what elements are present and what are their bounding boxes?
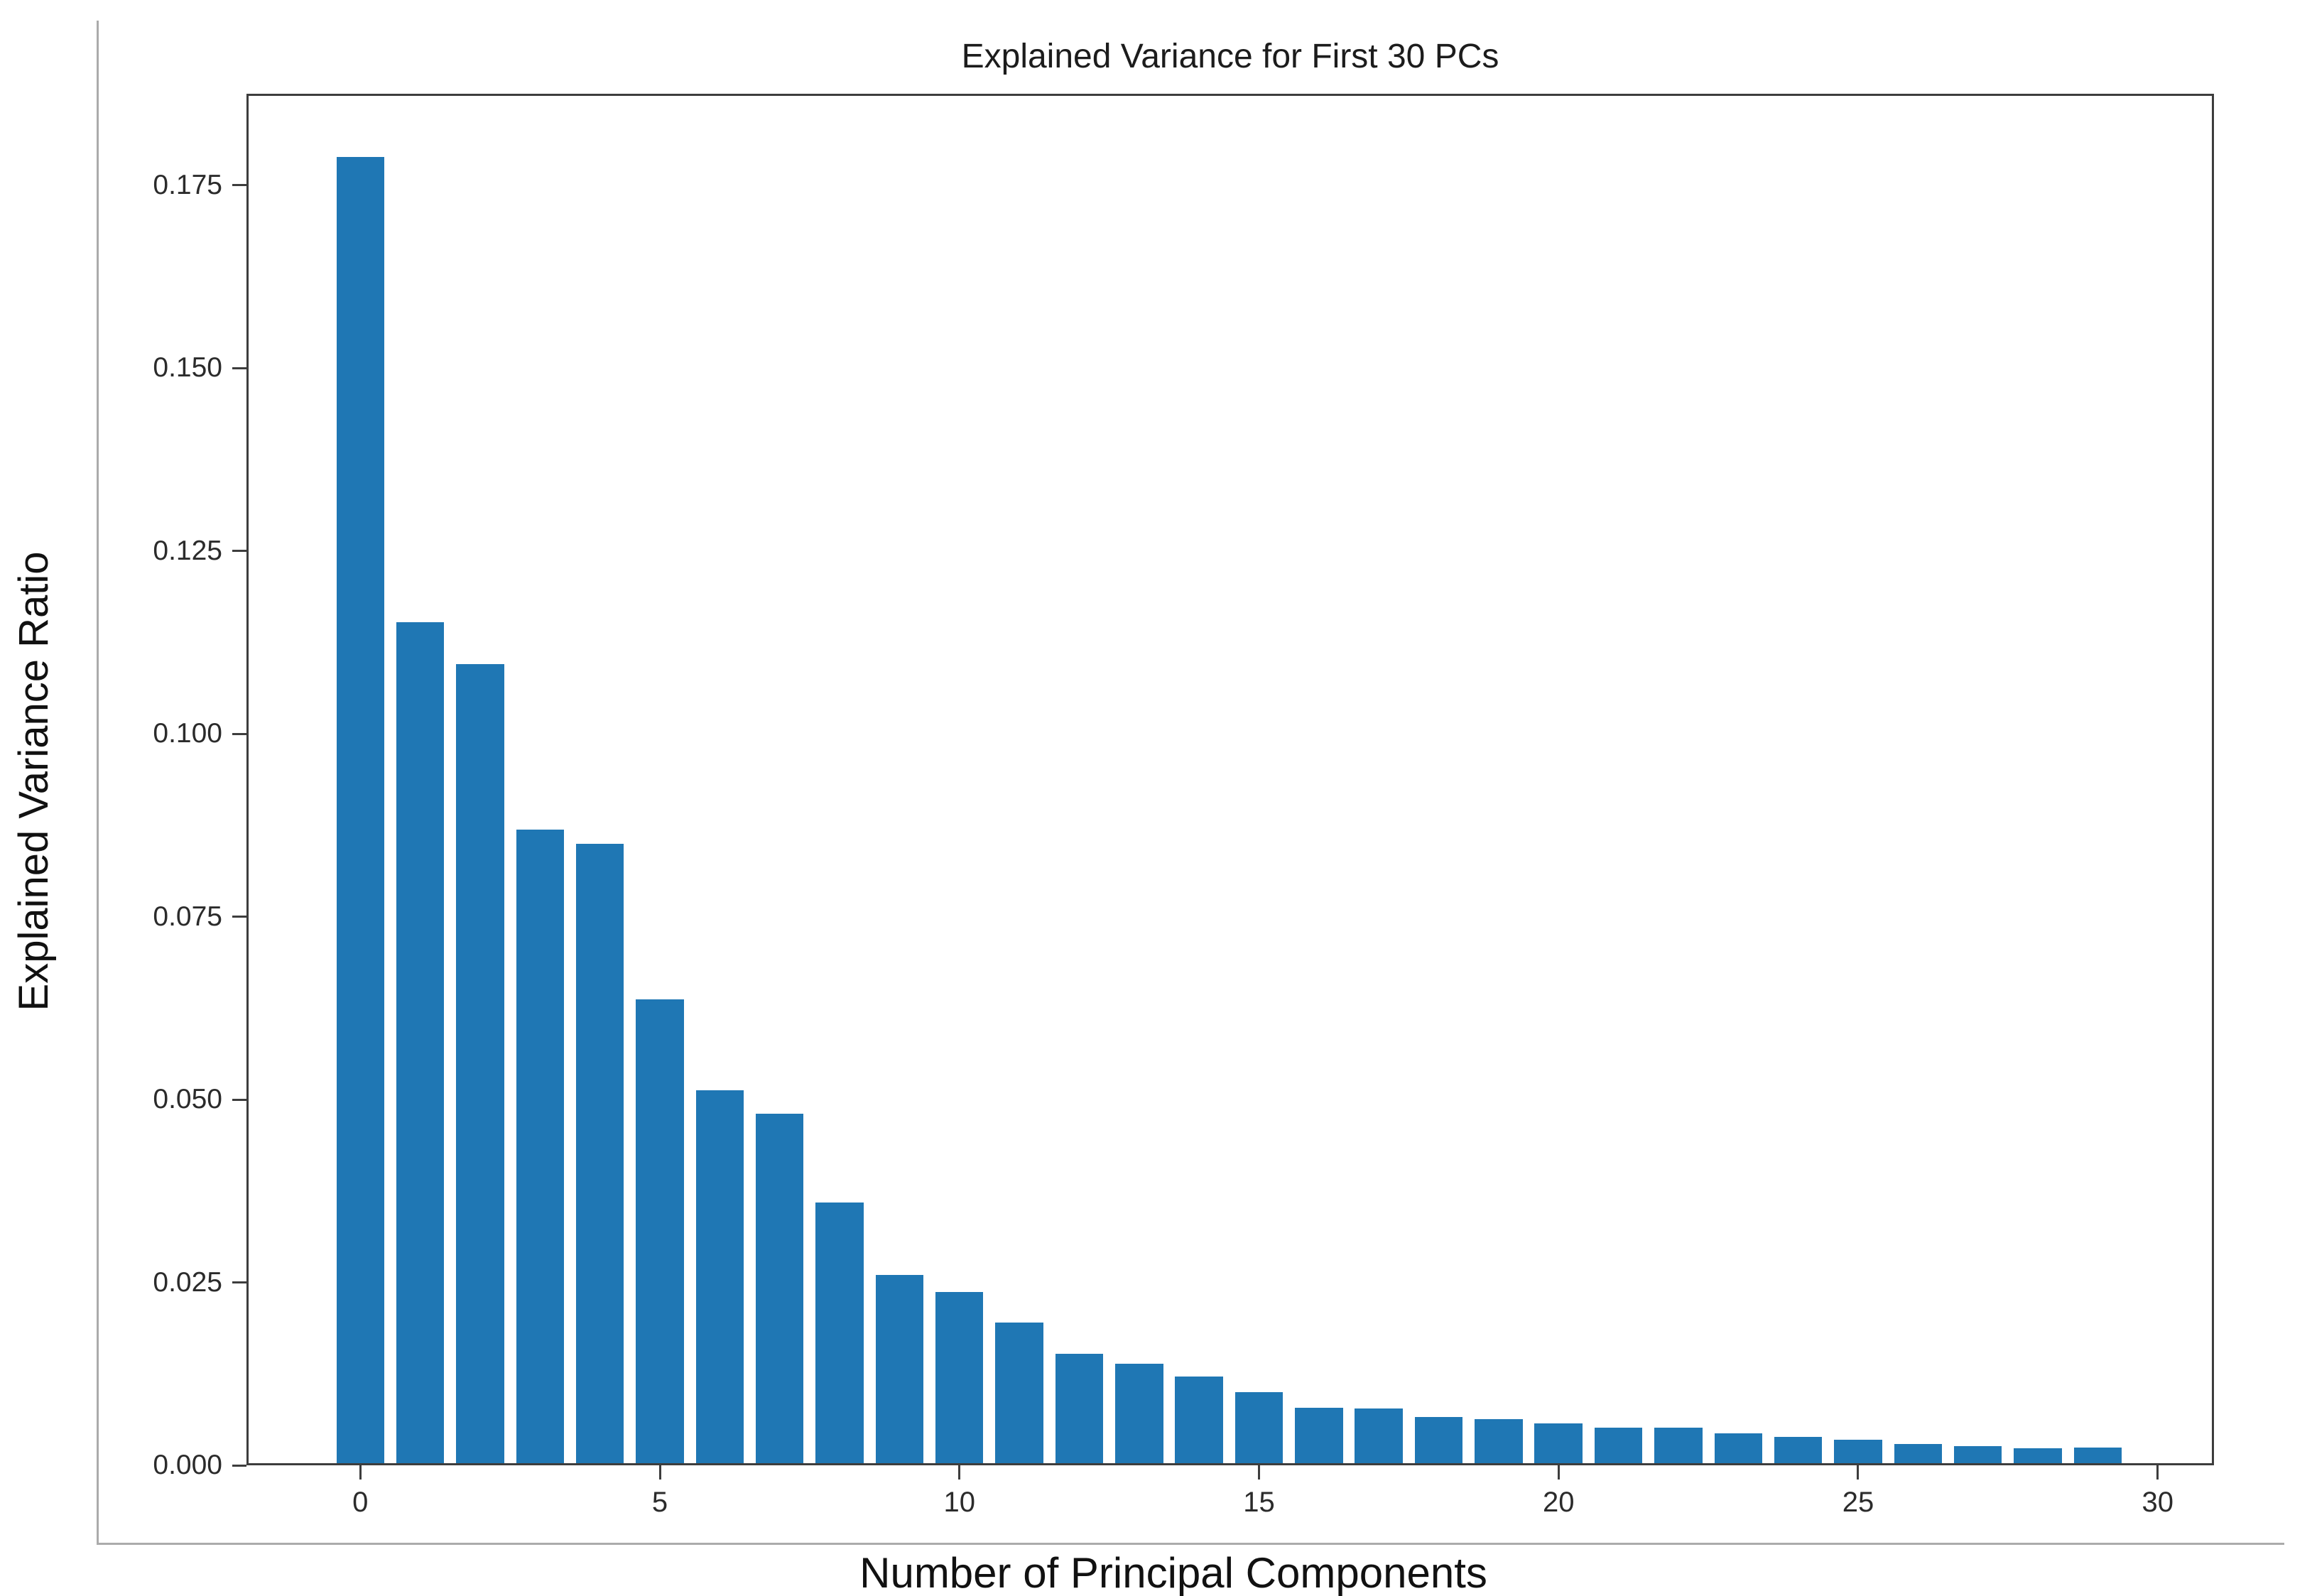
y-tick-mark-0.175 [232, 184, 246, 187]
x-tick-mark-5 [658, 1465, 661, 1480]
x-tick-mark-10 [958, 1465, 961, 1480]
x-tick-mark-0 [359, 1465, 362, 1480]
x-tick-label-25: 25 [1842, 1487, 1874, 1518]
bar-pc-26 [1894, 1444, 1943, 1463]
y-tick-label-0.100: 0.100 [153, 718, 222, 749]
bar-pc-21 [1594, 1428, 1643, 1463]
x-tick-label-30: 30 [2142, 1487, 2173, 1518]
y-tick-label-0.050: 0.050 [153, 1084, 222, 1115]
bar-pc-1 [396, 621, 445, 1463]
bar-pc-3 [516, 830, 565, 1463]
x-tick-label-0: 0 [352, 1487, 369, 1518]
bar-pc-7 [755, 1113, 804, 1463]
y-tick-mark-0.150 [232, 367, 246, 369]
bar-pc-28 [2014, 1448, 2062, 1463]
bar-pc-14 [1175, 1377, 1223, 1463]
x-axis-label: Number of Principal Components [859, 1549, 1487, 1596]
y-tick-mark-0.025 [232, 1281, 246, 1284]
x-tick-mark-25 [1857, 1465, 1860, 1480]
y-tick-label-0.125: 0.125 [153, 535, 222, 566]
bar-pc-16 [1295, 1407, 1343, 1463]
y-tick-mark-0.050 [232, 1098, 246, 1101]
y-axis-label: Explained Variance Ratio [11, 551, 57, 1011]
bar-pc-19 [1475, 1419, 1523, 1463]
plot-area [246, 94, 2214, 1465]
x-tick-mark-20 [1557, 1465, 1560, 1480]
bar-pc-29 [2073, 1448, 2122, 1463]
y-tick-label-0.075: 0.075 [153, 901, 222, 932]
bar-pc-6 [695, 1090, 744, 1463]
y-tick-label-0.025: 0.025 [153, 1266, 222, 1298]
y-tick-mark-0.075 [232, 916, 246, 918]
y-tick-mark-0.100 [232, 732, 246, 735]
bar-pc-12 [1055, 1354, 1104, 1463]
bar-pc-5 [636, 999, 684, 1463]
x-tick-mark-30 [2156, 1465, 2159, 1480]
bar-pc-20 [1534, 1423, 1583, 1463]
x-tick-label-10: 10 [943, 1487, 975, 1518]
bar-pc-17 [1355, 1408, 1403, 1463]
bar-pc-24 [1774, 1436, 1823, 1463]
y-tick-label-0.000: 0.000 [153, 1450, 222, 1480]
bar-pc-27 [1953, 1446, 2002, 1463]
bar-pc-2 [456, 664, 504, 1463]
bar-pc-4 [575, 843, 624, 1463]
bar-pc-9 [875, 1275, 924, 1463]
bar-pc-23 [1714, 1433, 1762, 1463]
container-border-left [97, 21, 99, 1543]
bar-pc-22 [1654, 1428, 1703, 1463]
bar-pc-8 [815, 1203, 864, 1463]
bar-pc-13 [1115, 1363, 1163, 1463]
bar-pc-15 [1234, 1392, 1283, 1463]
y-tick-mark-0.125 [232, 550, 246, 553]
bar-pc-18 [1414, 1417, 1463, 1463]
bar-pc-11 [995, 1323, 1043, 1463]
y-tick-label-0.175: 0.175 [153, 169, 222, 200]
x-tick-label-5: 5 [651, 1487, 668, 1518]
container-border-bottom [97, 1543, 2284, 1545]
x-tick-mark-15 [1257, 1465, 1260, 1480]
bar-pc-0 [336, 156, 384, 1463]
y-tick-mark-0.000 [232, 1464, 246, 1467]
chart-title: Explained Variance for First 30 PCs [961, 38, 1499, 75]
x-tick-label-20: 20 [1542, 1487, 1575, 1518]
bar-pc-10 [935, 1291, 984, 1463]
x-tick-label-15: 15 [1243, 1487, 1275, 1518]
y-tick-label-0.150: 0.150 [153, 352, 222, 384]
bar-pc-25 [1834, 1439, 1882, 1463]
